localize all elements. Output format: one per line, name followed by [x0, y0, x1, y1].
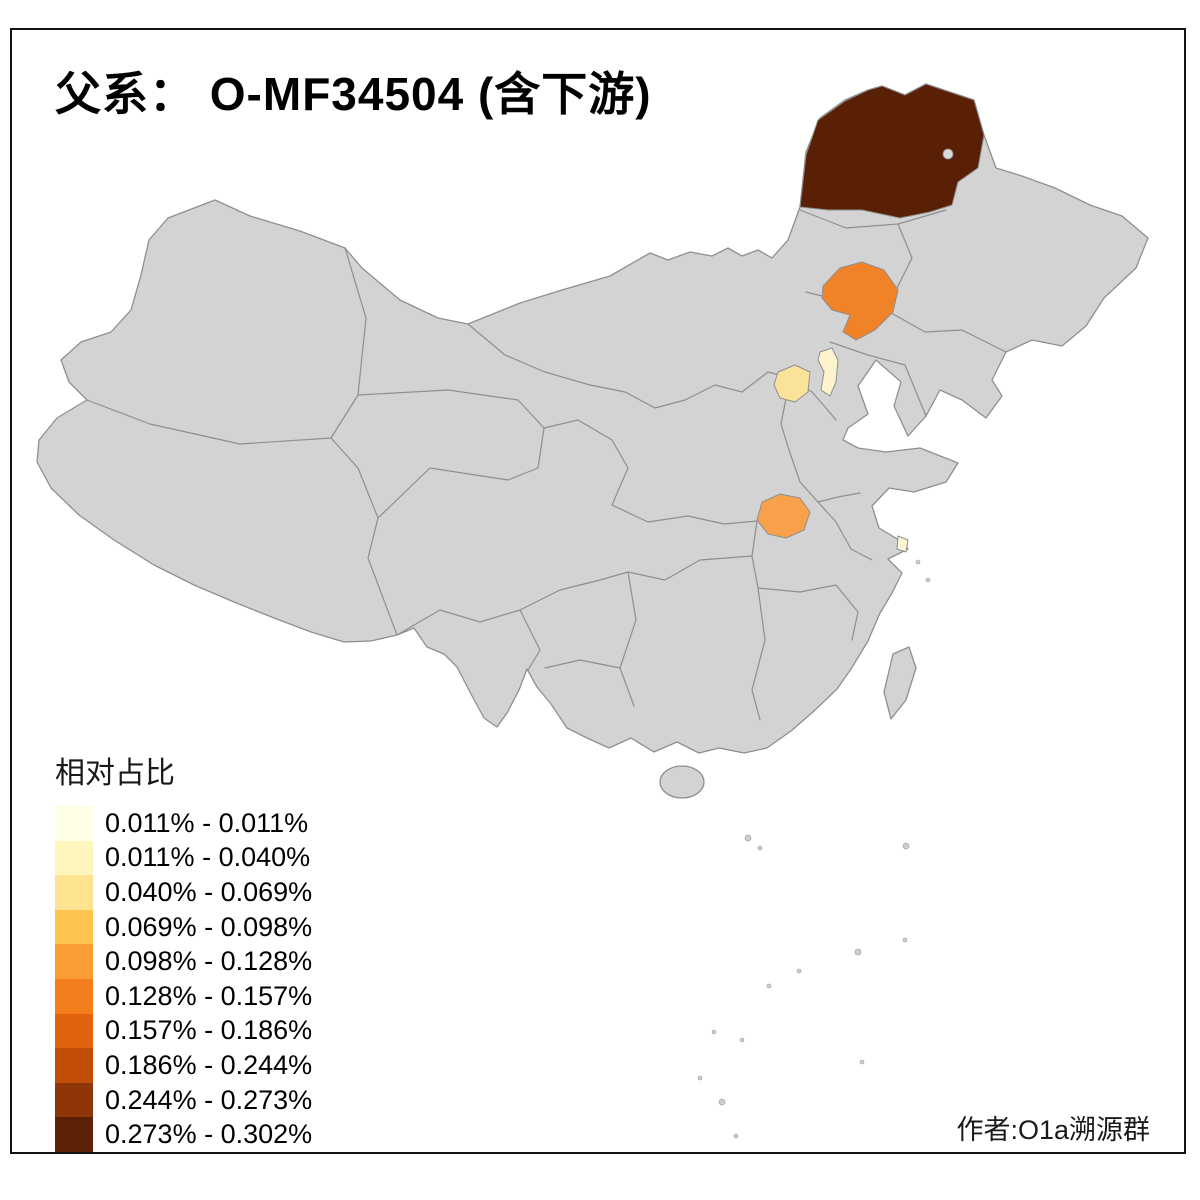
legend-row: 0.244% - 0.273%	[55, 1082, 313, 1118]
legend-label: 0.186% - 0.244%	[105, 1049, 313, 1080]
legend-swatch	[55, 978, 93, 1014]
legend-row: 0.069% - 0.098%	[55, 909, 313, 945]
legend-label: 0.098% - 0.128%	[105, 946, 313, 977]
legend-swatch	[55, 1048, 93, 1083]
lake-in-dark-region	[942, 148, 954, 160]
legend-swatch	[55, 806, 93, 841]
region-shanghai-area	[896, 535, 909, 553]
page-title: 父系： O-MF34504 (含下游)	[55, 68, 652, 120]
legend-swatch	[55, 909, 93, 945]
south-china-sea-islets	[697, 559, 931, 1139]
region-northeast-dark	[799, 83, 985, 219]
legend-row: 0.157% - 0.186%	[55, 1013, 313, 1049]
legend-swatch	[55, 840, 93, 876]
legend-label: 0.069% - 0.098%	[105, 911, 313, 942]
legend-swatch	[55, 1117, 93, 1152]
legend-title: 相对占比	[55, 757, 175, 790]
legend-row: 0.186% - 0.244%	[55, 1048, 312, 1083]
legend-swatch	[55, 944, 93, 979]
legend-row: 0.128% - 0.157%	[55, 978, 313, 1014]
legend-label: 0.128% - 0.157%	[105, 980, 313, 1011]
legend-label: 0.157% - 0.186%	[105, 1015, 313, 1046]
legend-label: 0.273% - 0.302%	[105, 1119, 313, 1150]
china-mainland	[36, 83, 1149, 754]
legend-row: 0.011% - 0.011%	[55, 806, 312, 841]
legend-label: 0.011% - 0.040%	[105, 842, 311, 873]
region-beijing-area	[773, 364, 811, 403]
legend-row: 0.098% - 0.128%	[55, 944, 312, 979]
legend-swatch	[55, 1082, 93, 1118]
hainan-island	[659, 765, 705, 799]
legend: 相对占比 0.011% - 0.011% 0.011% - 0.040% 0.0…	[55, 748, 312, 1152]
author-credit: 作者:O1a溯源群	[956, 1115, 1150, 1145]
legend-swatch	[55, 875, 93, 910]
legend-label: 0.040% - 0.069%	[105, 876, 313, 907]
region-northeast-orange	[821, 261, 899, 341]
province-borders	[86, 209, 1007, 721]
region-central-orange	[756, 493, 811, 539]
legend-row: 0.273% - 0.302%	[55, 1117, 312, 1152]
legend-row: 0.040% - 0.069%	[55, 875, 312, 910]
legend-label: 0.244% - 0.273%	[105, 1084, 313, 1115]
plot-frame	[10, 28, 1186, 1154]
legend-row: 0.011% - 0.040%	[55, 840, 312, 876]
legend-label: 0.011% - 0.011%	[105, 807, 309, 838]
taiwan-island	[883, 646, 917, 720]
region-tianjin-area	[817, 347, 839, 397]
legend-swatch	[55, 1013, 93, 1049]
